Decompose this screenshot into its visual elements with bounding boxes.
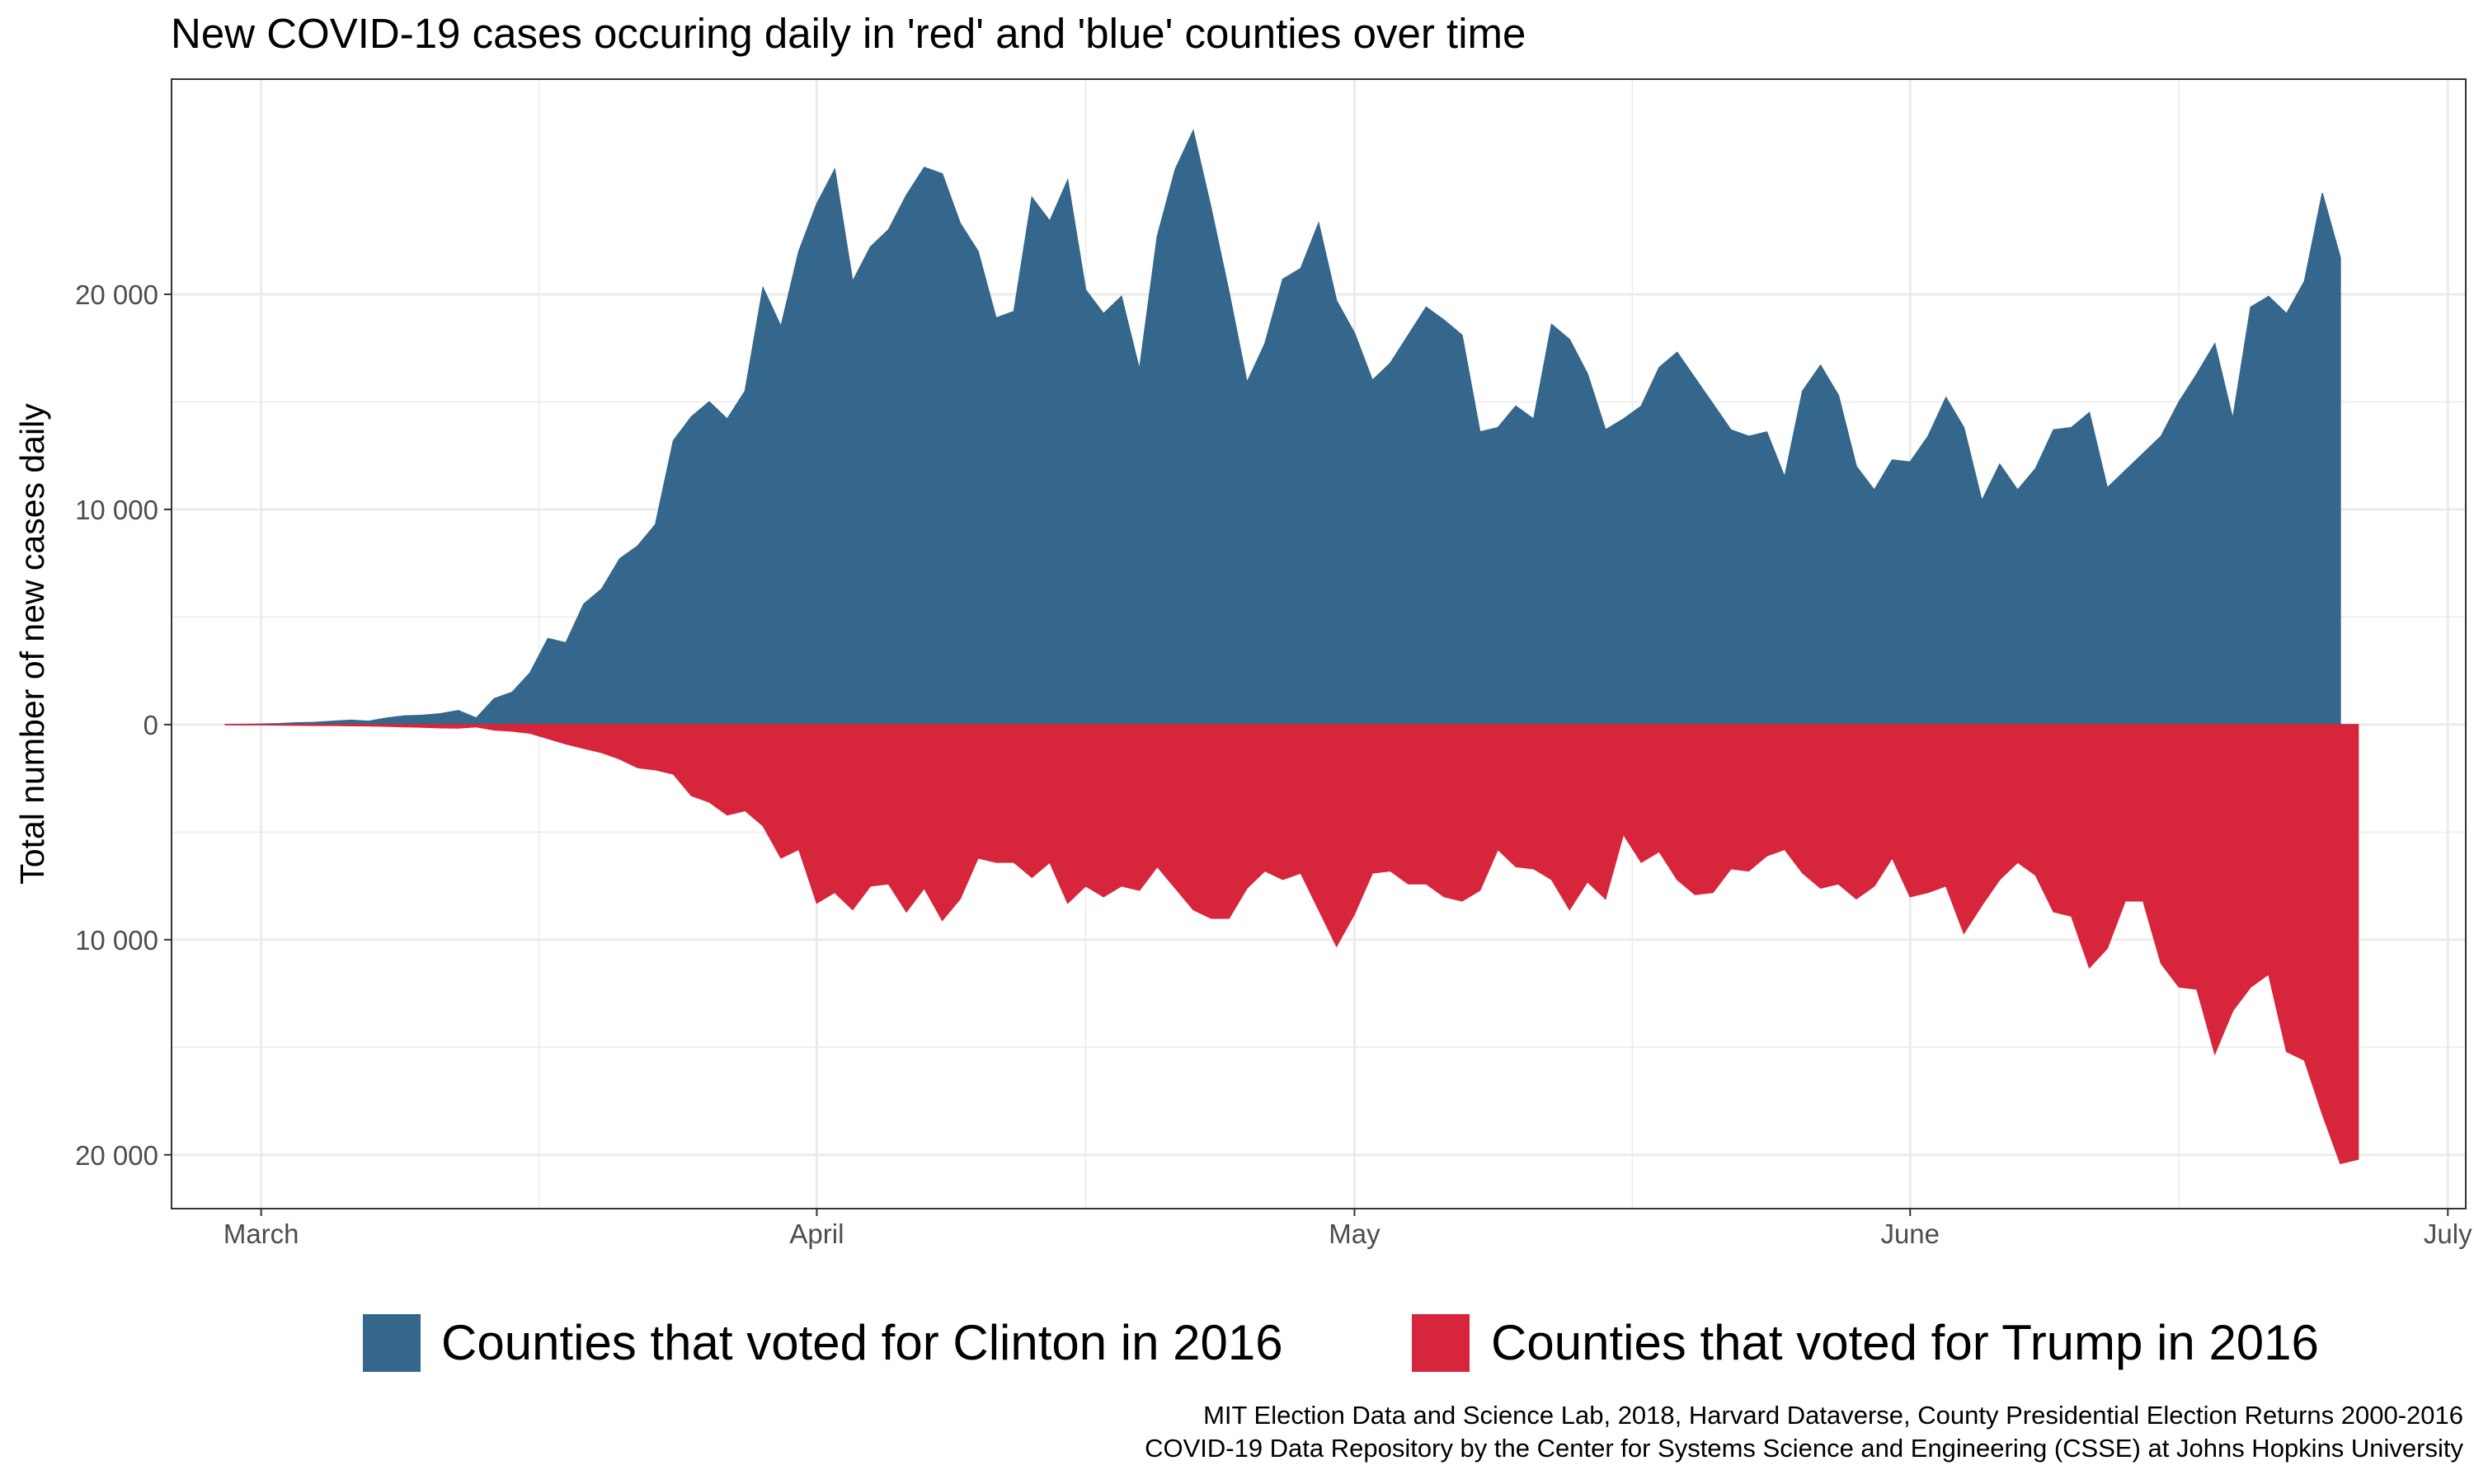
y-tick-label: 10 000 — [75, 495, 158, 525]
legend-item-trump: Counties that voted for Trump in 2016 — [1412, 1314, 2319, 1372]
y-axis-ticks: 20 000 10 000 0 10 000 20 000 — [75, 279, 172, 1171]
x-tick-label: May — [1329, 1219, 1380, 1249]
caption-line-1: MIT Election Data and Science Lab, 2018,… — [1203, 1401, 2463, 1430]
legend: Counties that voted for Clinton in 2016 … — [363, 1314, 2319, 1372]
y-tick-label: 20 000 — [75, 279, 158, 310]
x-axis-ticks: March April May June July — [223, 1209, 2472, 1249]
x-tick-label: July — [2424, 1219, 2472, 1249]
legend-label-clinton: Counties that voted for Clinton in 2016 — [441, 1315, 1283, 1370]
legend-swatch-trump — [1412, 1314, 1470, 1372]
legend-swatch-clinton — [363, 1314, 421, 1372]
legend-label-trump: Counties that voted for Trump in 2016 — [1491, 1315, 2319, 1370]
y-tick-label: 0 — [143, 710, 158, 740]
y-tick-label: 10 000 — [75, 925, 158, 956]
legend-item-clinton: Counties that voted for Clinton in 2016 — [363, 1314, 1283, 1372]
y-axis-label: Total number of new cases daily — [13, 403, 51, 885]
x-tick-label: March — [223, 1219, 299, 1249]
series-areas — [225, 131, 2358, 1164]
x-tick-label: April — [789, 1219, 844, 1249]
area-series-1 — [225, 725, 2358, 1163]
chart-title: New COVID-19 cases occuring daily in 're… — [171, 10, 1526, 57]
y-tick-label: 20 000 — [75, 1140, 158, 1171]
caption-line-2: COVID-19 Data Repository by the Center f… — [1145, 1434, 2463, 1463]
area-series-0 — [225, 131, 2340, 725]
x-tick-label: June — [1880, 1219, 1940, 1249]
